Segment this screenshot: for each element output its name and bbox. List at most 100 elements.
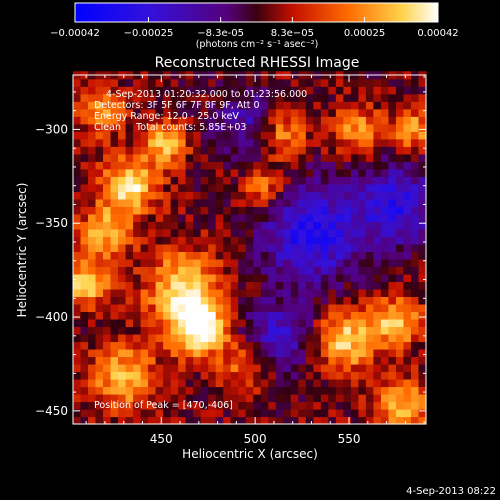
heatmap-cell [260,236,269,245]
heatmap-cell [388,176,397,185]
heatmap-cell [73,206,82,215]
heatmap-cell [95,228,104,237]
heatmap-cell [275,303,284,313]
heatmap-cell [373,401,382,410]
heatmap-cell [388,213,397,222]
heatmap-cell [410,243,420,252]
heatmap-cell [418,191,427,200]
heatmap-cell [148,386,157,395]
heatmap-cell [395,273,405,282]
heatmap-cell [193,191,202,200]
heatmap-cell [170,198,179,207]
heatmap-cell [350,153,359,162]
heatmap-cell [388,363,397,373]
heatmap-cell [290,228,299,237]
heatmap-cell [380,288,390,298]
heatmap-cell [395,161,405,170]
heatmap-cell [223,123,232,132]
heatmap-cell [335,123,344,132]
heatmap-cell [395,206,405,215]
heatmap-cell [343,161,352,170]
heatmap-cell [238,146,247,155]
heatmap-cell [223,221,232,230]
heatmap-cell [260,146,269,155]
heatmap-cell [73,78,82,87]
heatmap-cell [95,416,104,425]
heatmap-cell [208,281,217,290]
heatmap-cell [80,176,89,185]
heatmap-cell [178,348,187,358]
heatmap-cell [290,123,299,132]
heatmap-cell [238,371,247,380]
heatmap-cell [178,393,187,403]
heatmap-cell [118,326,127,335]
heatmap-cell [328,401,337,410]
heatmap-cell [343,288,352,298]
heatmap-cell [163,273,172,282]
heatmap-cell [155,296,164,305]
heatmap-cell [215,236,224,245]
heatmap-cell [133,393,142,403]
heatmap-cell [140,138,149,147]
heatmap-cell [208,228,217,237]
heatmap-cell [388,78,397,87]
heatmap-cell [170,251,179,260]
heatmap-cell [140,123,149,132]
heatmap-cell [125,363,134,373]
heatmap-cell [103,183,112,192]
heatmap-cell [148,356,157,365]
heatmap-cell [170,333,179,343]
heatmap-cell [275,341,284,350]
heatmap-cell [418,326,427,335]
heatmap-cell [418,311,427,320]
heatmap-cell [418,401,427,410]
heatmap-cell [260,198,269,207]
heatmap-cell [230,326,239,335]
heatmap-cell [125,393,134,403]
heatmap-cell [125,198,134,207]
heatmap-cell [163,183,172,192]
heatmap-cell [73,108,82,117]
heatmap-cell [133,176,142,185]
heatmap-cell [290,363,299,373]
heatmap-cell [253,101,262,110]
heatmap-cell [155,191,164,200]
heatmap-cell [298,341,307,350]
heatmap-cell [260,138,269,147]
heatmap-cell [148,363,157,373]
heatmap-cell [140,371,149,380]
heatmap-cell [125,408,134,418]
heatmap-cell [125,266,134,275]
heatmap-cell [170,243,179,252]
heatmap-cell [320,288,329,298]
heatmap-cell [298,131,307,140]
heatmap-cell [388,288,397,298]
colorbar-tick-label: 0.00025 [344,28,385,39]
heatmap-cell [148,348,157,358]
heatmap-cell [343,386,352,395]
heatmap-cell [283,236,292,245]
heatmap-cell [328,183,337,192]
heatmap-cell [395,116,405,125]
heatmap-cell [335,303,344,313]
heatmap-cell [200,266,209,275]
heatmap-cell [170,416,179,425]
heatmap-cell [163,161,172,170]
heatmap-cell [418,176,427,185]
heatmap-cell [290,408,299,418]
heatmap-cell [328,266,337,275]
heatmap-cell [380,408,390,418]
heatmap-cell [125,356,134,365]
heatmap-cell [155,243,164,252]
heatmap-cell [245,273,254,282]
heatmap-cell [380,273,390,282]
heatmap-cell [103,221,112,230]
heatmap-cell [208,161,217,170]
heatmap-cell [350,108,359,117]
heatmap-cell [238,356,247,365]
heatmap-cell [275,273,284,282]
heatmap-cell [170,296,179,305]
heatmap-cell [395,281,405,290]
heatmap-cell [328,93,337,102]
heatmap-cell [118,281,127,290]
